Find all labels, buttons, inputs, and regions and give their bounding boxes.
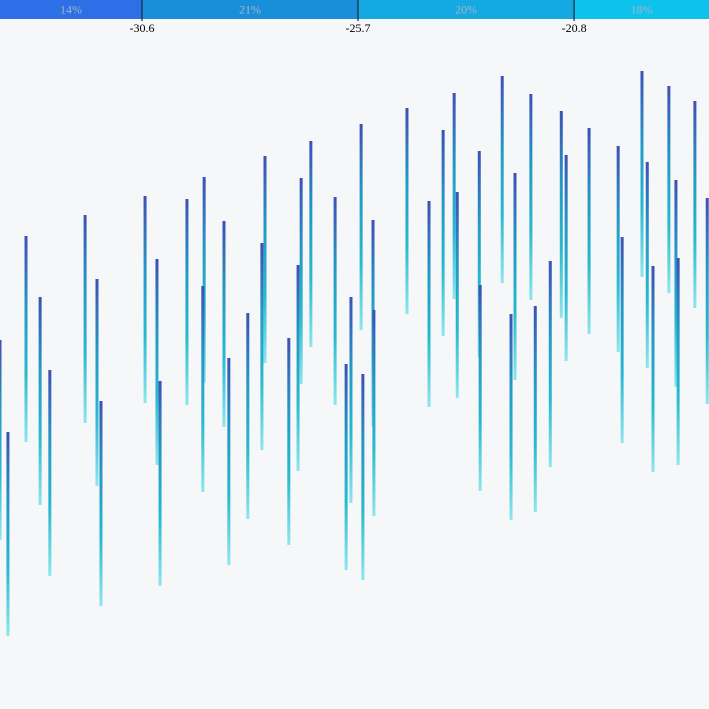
x-tick-label: -30.6: [129, 21, 154, 35]
range-segment: [548, 261, 552, 467]
range-segment: [296, 265, 300, 471]
range-segment: [645, 162, 649, 368]
range-segment: [344, 364, 348, 570]
range-segment: [143, 196, 147, 403]
range-segment: [676, 258, 680, 465]
range-segment: [287, 338, 291, 545]
share-label: 18%: [631, 2, 653, 16]
range-segment: [6, 432, 10, 636]
range-segment: [333, 197, 337, 405]
range-segment: [616, 146, 620, 352]
range-segment: [405, 108, 409, 314]
range-segment: [299, 178, 303, 384]
range-segment: [651, 266, 655, 472]
range-segment: [361, 374, 365, 580]
range-segment: [513, 173, 517, 380]
range-segment: [48, 370, 52, 576]
range-segment: [620, 237, 624, 443]
share-label: 14%: [60, 2, 82, 16]
range-segment: [185, 199, 189, 405]
range-segment: [263, 156, 267, 363]
range-segment: [158, 381, 162, 586]
range-segment: [95, 279, 99, 486]
range-segment: [222, 221, 226, 427]
share-band: [574, 0, 709, 19]
share-band: [0, 0, 142, 19]
range-segment: [201, 286, 205, 492]
range-segment: [155, 259, 159, 465]
range-segment: [559, 111, 563, 318]
range-segment: [246, 313, 250, 519]
range-segment: [478, 285, 482, 491]
share-band: [358, 0, 575, 19]
range-segment: [674, 180, 678, 387]
range-segment: [693, 101, 697, 308]
x-tick-label: -20.8: [562, 21, 587, 35]
range-segment: [83, 215, 87, 423]
range-segment: [0, 340, 2, 540]
range-segment: [640, 71, 644, 277]
range-segment: [500, 76, 504, 283]
range-segment: [533, 306, 537, 512]
share-band: [141, 0, 359, 19]
share-label: 20%: [455, 2, 477, 16]
range-segment: [202, 177, 206, 383]
range-segment: [705, 198, 709, 404]
range-segment: [227, 358, 231, 565]
range-segment: [452, 93, 456, 299]
range-segment: [455, 192, 459, 398]
range-segment: [587, 128, 591, 334]
range-segment: [441, 130, 445, 336]
range-segment: [359, 124, 363, 330]
range-segment: [99, 401, 103, 606]
x-tick-label: -25.7: [346, 21, 371, 35]
range-segment: [372, 310, 376, 516]
range-segment: [349, 297, 353, 503]
range-segment: [309, 141, 313, 347]
range-segment: [260, 243, 264, 450]
range-segment: [24, 236, 28, 442]
share-label: 21%: [239, 2, 261, 16]
range-segment: [667, 86, 671, 293]
range-segment: [564, 155, 568, 361]
range-segment: [38, 297, 42, 505]
range-segment: [477, 151, 481, 357]
range-segment: [529, 94, 533, 300]
range-segment: [427, 201, 431, 407]
range-segment: [509, 314, 513, 520]
